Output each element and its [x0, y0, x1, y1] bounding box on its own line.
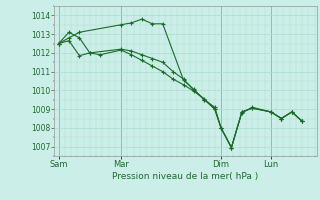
X-axis label: Pression niveau de la mer( hPa ): Pression niveau de la mer( hPa )	[112, 172, 259, 181]
